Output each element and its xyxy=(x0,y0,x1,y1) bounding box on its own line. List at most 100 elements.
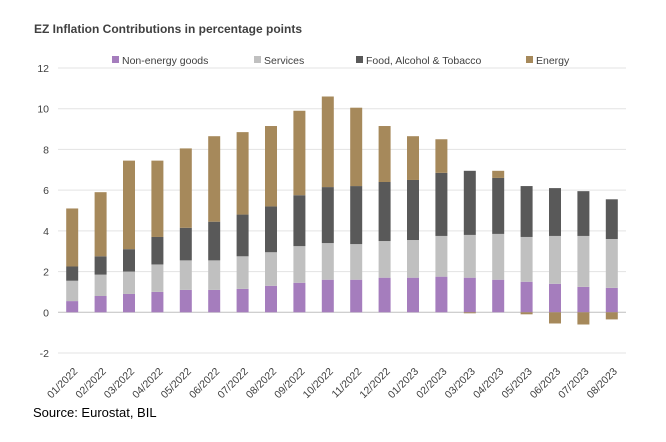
bar-segment-series-0 xyxy=(520,281,533,313)
bar-segment-series-2 xyxy=(520,186,533,237)
bar-segment-series-1 xyxy=(293,246,306,283)
bar-segment-series-1 xyxy=(520,236,533,282)
bar-segment-series-0 xyxy=(492,279,505,313)
grid-lines xyxy=(58,67,626,354)
bar-segment-series-0 xyxy=(293,282,306,313)
bar-segment-series-3 xyxy=(605,312,618,320)
bar-segment-series-3 xyxy=(577,312,590,325)
bar-segment-series-0 xyxy=(94,296,107,313)
bar-segment-series-2 xyxy=(208,221,221,261)
bar-segment-series-0 xyxy=(549,283,561,313)
y-axis-ticks: -2 0 2 4 6 8 10 12 xyxy=(37,63,49,360)
bar-segment-series-0 xyxy=(605,287,618,313)
bar-segment-series-3 xyxy=(492,170,505,178)
x-axis-ticks: 01/202202/202203/202204/202205/202206/20… xyxy=(45,366,620,401)
x-tick-label: 07/2022 xyxy=(215,366,250,401)
bar-segment-series-1 xyxy=(435,235,448,277)
bar-segment-series-3 xyxy=(350,107,363,187)
bar-segment-series-0 xyxy=(577,286,590,313)
bar-segment-series-0 xyxy=(378,277,391,313)
x-tick-label: 05/2023 xyxy=(499,366,534,401)
x-tick-label: 09/2022 xyxy=(272,366,307,401)
bar-segment-series-2 xyxy=(265,206,277,253)
y-tick-label: 8 xyxy=(43,144,49,156)
y-tick-label: 12 xyxy=(37,63,49,75)
bar-segment-series-0 xyxy=(208,289,221,313)
bar-segment-series-2 xyxy=(378,182,391,242)
x-tick-label: 06/2022 xyxy=(187,366,222,401)
x-tick-label: 04/2022 xyxy=(130,366,165,401)
bar-segment-series-3 xyxy=(179,148,192,228)
legend-label: Non-energy goods xyxy=(122,55,208,67)
bars xyxy=(66,96,618,325)
bar-segment-series-2 xyxy=(151,236,164,265)
bar-segment-series-2 xyxy=(577,191,590,236)
bar-segment-series-3 xyxy=(378,126,391,182)
bar-segment-series-3 xyxy=(94,192,107,257)
bar-segment-series-0 xyxy=(350,279,363,313)
x-tick-label: 10/2022 xyxy=(301,366,336,401)
x-tick-label: 02/2023 xyxy=(414,366,449,401)
bar-segment-series-0 xyxy=(179,289,192,313)
bar-segment-series-1 xyxy=(577,235,590,287)
y-tick-label: -2 xyxy=(40,348,49,360)
bar-segment-series-2 xyxy=(407,179,419,241)
bar-segment-series-2 xyxy=(236,214,249,257)
bar-segment-series-1 xyxy=(605,239,618,288)
x-tick-label: 12/2022 xyxy=(357,366,392,401)
x-tick-label: 04/2023 xyxy=(471,366,506,401)
bar-segment-series-2 xyxy=(549,188,561,236)
bar-segment-series-0 xyxy=(151,291,164,313)
bar-segment-series-3 xyxy=(66,208,79,267)
chart-title: EZ Inflation Contributions in percentage… xyxy=(34,22,302,36)
bar-segment-series-0 xyxy=(66,301,79,313)
legend-label: Food, Alcohol & Tobacco xyxy=(366,55,482,67)
bar-segment-series-3 xyxy=(208,136,221,222)
bar-segment-series-2 xyxy=(350,186,363,245)
bar-segment-series-1 xyxy=(179,260,192,290)
bar-segment-series-3 xyxy=(123,160,135,250)
bar-segment-series-1 xyxy=(151,264,164,292)
bar-segment-series-1 xyxy=(265,252,277,286)
bar-segment-series-2 xyxy=(492,177,505,234)
legend: Non-energy goods Services Food, Alcohol & … xyxy=(112,55,570,67)
bar-segment-series-3 xyxy=(520,312,533,315)
y-tick-label: 0 xyxy=(43,307,49,319)
y-tick-label: 2 xyxy=(43,267,49,279)
x-tick-label: 07/2023 xyxy=(556,366,591,401)
legend-swatch xyxy=(112,56,119,63)
y-tick-label: 4 xyxy=(43,226,49,238)
bar-segment-series-2 xyxy=(605,199,618,239)
bar-segment-series-2 xyxy=(123,249,135,272)
bar-segment-series-3 xyxy=(151,160,164,237)
x-tick-label: 01/2023 xyxy=(386,366,421,401)
x-tick-label: 06/2023 xyxy=(528,366,563,401)
bar-segment-series-2 xyxy=(463,170,476,235)
bar-segment-series-0 xyxy=(321,279,334,313)
bar-segment-series-0 xyxy=(463,277,476,313)
bar-segment-series-2 xyxy=(435,172,448,236)
bar-segment-series-1 xyxy=(463,234,476,278)
bar-segment-series-3 xyxy=(435,139,448,173)
bar-segment-series-1 xyxy=(350,244,363,280)
bar-segment-series-3 xyxy=(265,126,277,207)
bar-segment-series-1 xyxy=(123,271,135,294)
bar-segment-series-1 xyxy=(236,256,249,289)
bar-segment-series-0 xyxy=(265,285,277,313)
bar-segment-series-2 xyxy=(293,195,306,247)
bar-segment-series-2 xyxy=(179,227,192,261)
bar-segment-series-1 xyxy=(66,280,79,302)
bar-segment-series-1 xyxy=(208,260,221,290)
bar-segment-series-2 xyxy=(321,187,334,244)
bar-segment-series-3 xyxy=(293,110,306,196)
x-tick-label: 02/2022 xyxy=(73,366,108,401)
legend-label: Energy xyxy=(536,55,570,67)
source-note: Source: Eurostat, BIL xyxy=(33,405,157,420)
bar-segment-series-1 xyxy=(492,233,505,280)
bar-segment-series-3 xyxy=(463,312,476,314)
bar-segment-series-1 xyxy=(94,274,107,296)
x-tick-label: 05/2022 xyxy=(159,366,194,401)
bar-segment-series-1 xyxy=(378,241,391,278)
bar-segment-series-3 xyxy=(407,136,419,180)
